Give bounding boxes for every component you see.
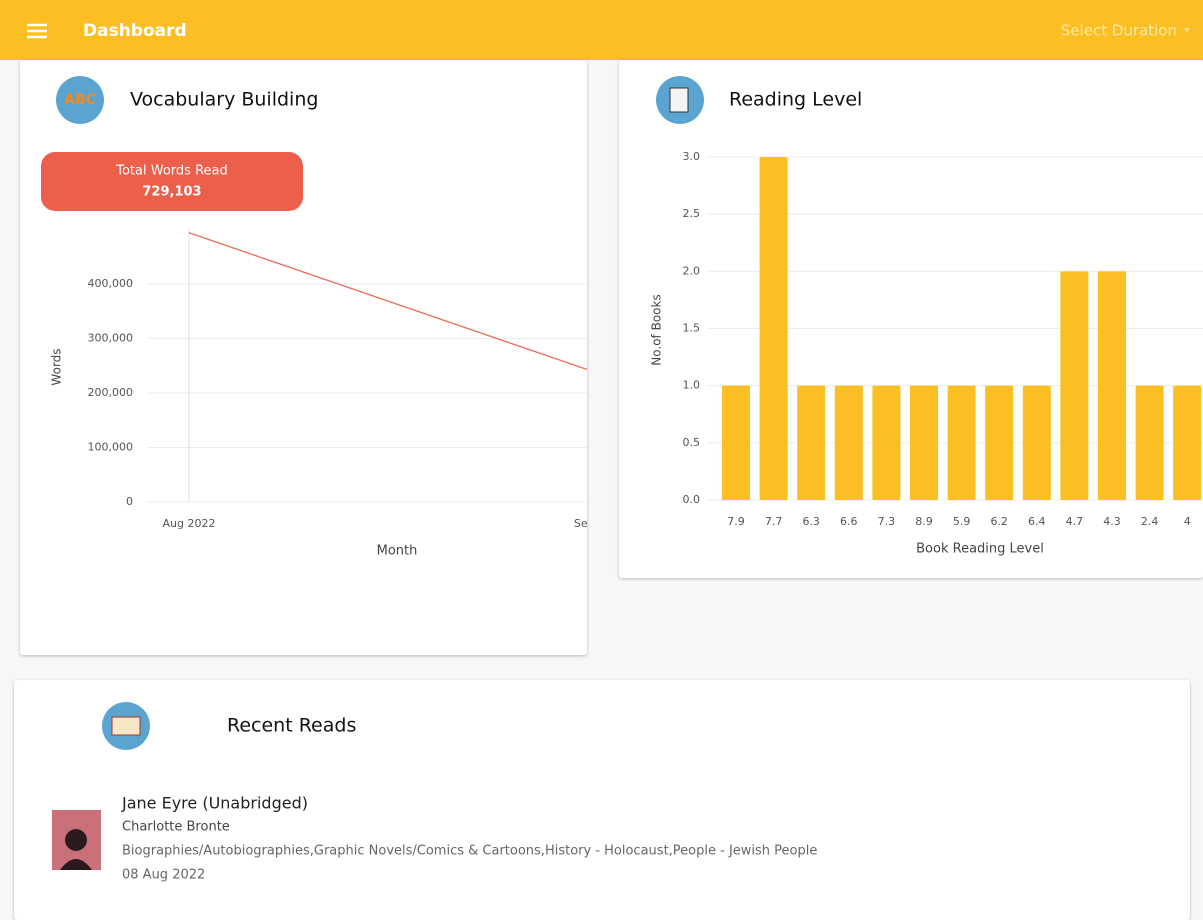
bar: [1098, 271, 1126, 500]
page: Dashboard Select Duration ABC Vocabulary…: [0, 0, 1203, 883]
y-tick-label: 300,000: [88, 332, 134, 345]
x-tick-label: 4.7: [1066, 515, 1084, 528]
app-bar: Dashboard Select Duration: [0, 0, 1203, 60]
x-tick-label: 6.3: [802, 515, 820, 528]
y-tick-label: 100,000: [88, 441, 134, 454]
x-tick-label: 7.9: [727, 515, 745, 528]
x-tick-label: 7.7: [765, 515, 783, 528]
open-book-icon-shape: [111, 716, 141, 736]
reading-level-chart: Reading Level 0.0 0.5 1.0 1.5 2.0 2.5 3.0 Book …: [650, 76, 1203, 557]
bar: [1135, 385, 1164, 500]
y-tick-label: 0.5: [683, 436, 701, 449]
line-series: [188, 232, 587, 371]
reading-level-card: Reading Level 0.0 0.5 1.0 1.5 2.0 2.5 3.0 Book …: [619, 60, 1203, 578]
app-bar-content: Dashboard Select Duration: [27, 21, 1190, 41]
book-list-icon-page: [669, 87, 689, 113]
book-date: 08 Aug 2022: [122, 868, 205, 883]
total-label: Total Words Read: [115, 164, 227, 179]
vocabulary-chart: ABC Vocabulary Building Total Words Read…: [41, 76, 587, 559]
menu-icon[interactable]: [27, 23, 47, 39]
y-tick-label: 3.0: [683, 150, 701, 163]
bar: [985, 385, 1014, 500]
x-tick-label: 6.6: [840, 515, 858, 528]
recent-reads-card: Recent Reads Jane Eyre (Unabridged) Char…: [14, 680, 1190, 920]
book-author: Charlotte Bronte: [122, 820, 230, 835]
x-tick-label: 4.3: [1103, 515, 1121, 528]
x-tick-label: 8.9: [915, 515, 933, 528]
x-tick-label: 6.2: [990, 515, 1008, 528]
total-badge: [41, 152, 303, 211]
y-tick-label: 200,000: [88, 386, 134, 399]
bar: [1173, 385, 1202, 500]
bar: [797, 385, 826, 500]
x-tick-label: 2.4: [1141, 515, 1159, 528]
x-tick-label: 4: [1184, 515, 1191, 528]
select-caret: [1184, 28, 1190, 32]
x-axis-title: Book Reading Level: [916, 542, 1044, 557]
x-axis-title: Month: [377, 544, 418, 559]
section-title: Recent Reads: [227, 715, 356, 737]
y-tick-label: 2.5: [683, 207, 701, 220]
y-tick-label: 2.0: [683, 264, 701, 277]
card-title: Reading Level: [729, 89, 862, 111]
y-tick-label: 1.5: [683, 322, 701, 335]
y-tick-label: 0.0: [683, 493, 701, 506]
x-tick-label: Aug 2022: [163, 517, 216, 530]
bar: [910, 385, 938, 500]
recent-reads-content: Recent Reads Jane Eyre (Unabridged) Char…: [52, 702, 817, 883]
vocabulary-card: ABC Vocabulary Building Total Words Read…: [20, 60, 587, 655]
y-tick-label: 400,000: [88, 277, 134, 290]
duration-select[interactable]: Select Duration: [1061, 22, 1177, 40]
bar: [1022, 385, 1051, 500]
abc-icon: [56, 76, 104, 124]
abc-icon-letters: ABC: [64, 92, 96, 108]
book-cover[interactable]: [52, 810, 101, 870]
bar: [1060, 271, 1089, 500]
app-title: Dashboard: [83, 21, 187, 41]
total-value: 729,103: [142, 185, 201, 200]
y-tick-label: 0: [126, 495, 133, 508]
x-tick-label: Sep 2022: [574, 517, 587, 530]
book-genres: Biographies/Autobiographies,Graphic Nove…: [122, 844, 817, 859]
y-axis-title: Words: [50, 348, 64, 385]
x-tick-label: 5.9: [953, 515, 971, 528]
y-axis-title: No.of Books: [650, 294, 664, 365]
bar: [722, 385, 750, 500]
x-tick-label: 6.4: [1028, 515, 1046, 528]
bar: [947, 385, 976, 500]
x-tick-label: 7.3: [878, 515, 896, 528]
book-title[interactable]: Jane Eyre (Unabridged): [121, 794, 308, 813]
bar: [872, 385, 901, 500]
card-title: Vocabulary Building: [130, 89, 318, 111]
y-tick-label: 1.0: [683, 379, 701, 392]
bar: [834, 385, 863, 500]
bar: [759, 157, 788, 500]
